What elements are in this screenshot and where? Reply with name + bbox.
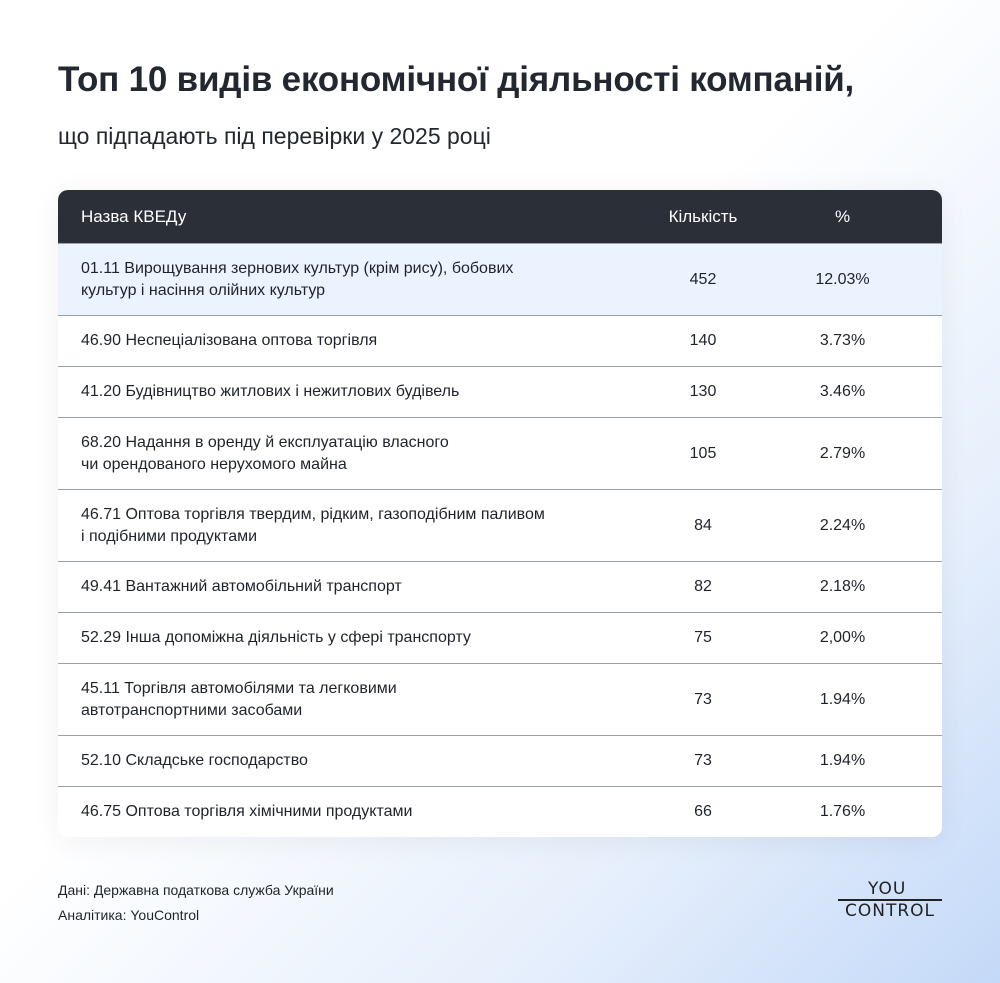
kved-percent: 1.94% [819,690,866,708]
table-row: 46.75 Оптова торгівля хімічними продукта… [58,786,942,837]
kved-percent: 1.76% [819,803,866,820]
kved-name: 46.71 Оптова торгівля твердим, рідким, г… [81,505,545,545]
analytics-note: Аналітика: YouControl [58,907,200,923]
table-row: 45.11 Торгівля автомобілями та легковими… [58,663,942,735]
kved-count: 82 [694,578,712,595]
kved-count: 130 [689,383,717,400]
table-row: 52.29 Інша допоміжна діяльність у сфері … [58,612,942,663]
header-percent: % [834,206,851,226]
kved-count: 105 [689,444,717,462]
table-row: 46.71 Оптова торгівля твердим, рідким, г… [58,489,942,561]
kved-count: 84 [694,516,712,534]
kved-percent: 2.18% [819,578,866,595]
kved-percent: 12.03% [815,270,870,288]
youcontrol-logo: YOU CONTROL [838,880,942,920]
kved-percent: 2,00% [819,629,866,646]
kved-percent: 3.46% [819,383,866,400]
kved-percent: 2.24% [819,516,866,534]
kved-count: 73 [694,752,712,769]
kved-name: 49.41 Вантажний автомобільний транспорт [81,578,402,595]
source-note: Дані: Державна податкова служба України [58,882,334,898]
page-title: Топ 10 видів економічної діяльності комп… [58,60,855,99]
header-count: Кількість [668,206,738,226]
table-row: 49.41 Вантажний автомобільний транспорт 8… [58,561,942,612]
kved-count: 66 [694,803,712,820]
table-row: 46.90 Неспеціалізована оптова торгівля 14… [58,315,942,366]
kved-name: 46.90 Неспеціалізована оптова торгівля [81,332,378,349]
kved-name: 01.11 Вирощування зернових культур (крім… [81,259,514,299]
kved-name: 45.11 Торгівля автомобілями та легковими… [81,679,397,719]
table-row: 68.20 Надання в оренду й експлуатацію вл… [58,417,942,489]
kved-count: 75 [694,629,712,646]
table-header: Назва КВЕДу Кількість % [58,190,942,243]
table-row: 52.10 Складське господарство 73 1.94% [58,735,942,786]
kved-name: 52.10 Складське господарство [81,752,308,769]
kved-percent: 1.94% [819,752,866,769]
kved-count: 140 [689,332,717,349]
table-row: 01.11 Вирощування зернових культур (крім… [58,243,942,315]
page-subtitle: що підпадають під перевірки у 2025 році [58,123,491,149]
kved-name: 46.75 Оптова торгівля хімічними продукта… [81,803,413,820]
kved-count: 73 [694,690,712,708]
kved-name: 68.20 Надання в оренду й експлуатацію вл… [81,433,449,473]
kved-name: 52.29 Інша допоміжна діяльність у сфері … [81,629,471,646]
kved-count: 452 [689,270,717,288]
table-row: 41.20 Будівництво житлових і нежитлових … [58,366,942,417]
kved-name: 41.20 Будівництво житлових і нежитлових … [81,383,460,400]
header-name: Назва КВЕДу [81,206,187,226]
kved-percent: 2.79% [819,444,866,462]
kved-percent: 3.73% [819,332,866,349]
kved-table: Назва КВЕДу Кількість % 01.11 Вирощуванн… [58,190,942,837]
